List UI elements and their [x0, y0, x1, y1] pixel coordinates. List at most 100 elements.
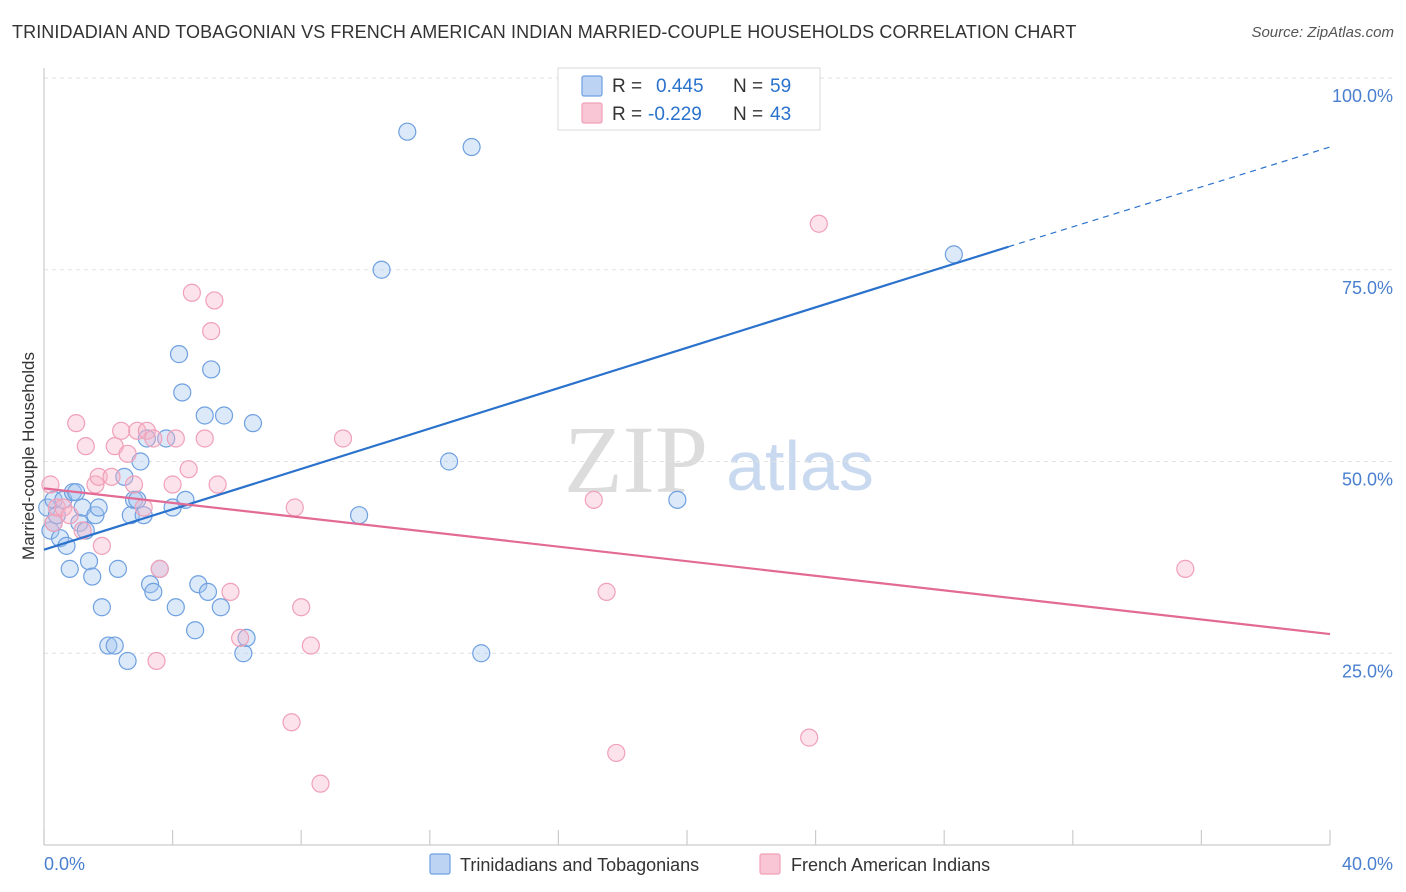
point-trinidadian: [137, 429, 156, 448]
point-trinidadian: [349, 506, 369, 525]
point-french-american-indian: [73, 521, 92, 540]
legend-r-label-1: R =: [612, 76, 642, 97]
point-trinidadian: [944, 245, 963, 264]
point-trinidadian: [202, 360, 221, 379]
point-french-american-indian: [231, 628, 250, 648]
point-french-american-indian: [44, 513, 63, 532]
y-tick-label: 100.0%: [1332, 86, 1393, 106]
point-french-american-indian: [292, 598, 311, 617]
point-french-american-indian: [311, 774, 330, 793]
point-trinidadian: [439, 452, 459, 471]
point-french-american-indian: [144, 429, 163, 448]
point-french-american-indian: [597, 582, 616, 601]
point-french-american-indian: [118, 444, 137, 463]
y-tick-label: 75.0%: [1342, 278, 1393, 298]
top-legend: R = 0.445 N = 59 R = -0.229 N = 43: [557, 67, 821, 131]
point-french-american-indian: [102, 467, 121, 486]
point-french-american-indian: [76, 437, 95, 456]
point-french-american-indian: [147, 651, 166, 671]
legend-n-label-1: N =: [733, 76, 763, 97]
point-trinidadian: [108, 559, 128, 578]
point-trinidadian: [186, 621, 205, 640]
point-french-american-indian: [166, 429, 185, 448]
legend-n-label-2: N =: [733, 104, 763, 125]
point-french-american-indian: [182, 283, 201, 302]
point-french-american-indian: [205, 291, 224, 310]
point-french-american-indian: [60, 506, 79, 525]
trend-line-trinidadian: [43, 245, 1009, 551]
point-trinidadian: [60, 559, 79, 578]
point-french-american-indian: [163, 475, 182, 494]
point-french-american-indian: [607, 743, 626, 763]
point-french-american-indian: [800, 728, 819, 747]
point-trinidadian: [169, 345, 189, 364]
point-french-american-indian: [124, 475, 144, 494]
point-french-american-indian: [202, 322, 221, 341]
point-trinidadian: [214, 406, 234, 425]
point-trinidadian: [237, 628, 256, 648]
point-french-american-indian: [89, 467, 108, 486]
point-trinidadian: [83, 567, 102, 586]
point-trinidadian: [195, 406, 214, 425]
point-trinidadian: [398, 122, 417, 141]
point-french-american-indian: [195, 429, 214, 448]
point-french-american-indian: [809, 214, 828, 233]
point-trinidadian: [234, 644, 253, 663]
bottom-legend: Trinidadians and Tobagonians French Amer…: [429, 853, 990, 875]
point-french-american-indian: [134, 498, 153, 517]
y-axis-label: Married-couple Households: [19, 352, 38, 560]
point-trinidadian: [105, 636, 124, 655]
point-french-american-indian: [1176, 559, 1195, 578]
point-trinidadian: [79, 552, 99, 571]
point-trinidadian: [166, 598, 185, 617]
point-french-american-indian: [179, 460, 198, 479]
x-tick-label-max: 40.0%: [1342, 854, 1393, 874]
point-french-american-indian: [92, 536, 111, 555]
point-trinidadian: [173, 383, 192, 402]
y-tick-label: 25.0%: [1342, 661, 1393, 681]
legend-r-value-2: -0.229: [648, 104, 702, 125]
point-trinidadian: [472, 644, 491, 663]
bottom-legend-swatch-blue: [429, 853, 451, 875]
point-french-american-indian: [584, 490, 603, 509]
trend-line-trinidadian-extension: [1008, 146, 1331, 248]
point-french-american-indian: [208, 475, 227, 494]
legend-n-value-2: 43: [770, 104, 791, 125]
point-french-american-indian: [282, 713, 301, 732]
point-trinidadian: [99, 636, 118, 655]
point-trinidadian: [668, 490, 687, 509]
legend-n-value-1: 59: [770, 76, 791, 97]
x-tick-label-min: 0.0%: [44, 854, 85, 874]
point-trinidadian: [462, 137, 481, 157]
point-trinidadian: [115, 467, 134, 486]
point-trinidadian: [92, 598, 111, 617]
bottom-legend-label-pink: French American Indians: [791, 855, 990, 875]
point-trinidadian: [118, 651, 137, 671]
chart-title: TRINIDADIAN AND TOBAGONIAN VS FRENCH AME…: [12, 22, 1077, 42]
point-french-american-indian: [285, 498, 304, 517]
point-french-american-indian: [112, 421, 131, 440]
legend-swatch-pink: [581, 102, 603, 124]
bottom-legend-label-blue: Trinidadians and Tobagonians: [460, 855, 699, 875]
legend-r-label-2: R =: [612, 104, 642, 125]
bottom-legend-swatch-pink: [759, 853, 781, 875]
point-trinidadian: [198, 582, 218, 601]
point-french-american-indian: [333, 429, 353, 448]
point-french-american-indian: [221, 582, 240, 601]
point-trinidadian: [157, 429, 176, 448]
point-trinidadian: [372, 260, 391, 279]
point-french-american-indian: [67, 414, 86, 433]
point-trinidadian: [189, 575, 208, 594]
y-tick-label: 50.0%: [1342, 470, 1393, 490]
legend-r-value-1: 0.445: [656, 76, 704, 97]
point-french-american-indian: [128, 421, 147, 440]
point-trinidadian: [243, 414, 263, 433]
source-label: Source: ZipAtlas.com: [1251, 24, 1394, 41]
legend-swatch-blue: [581, 75, 603, 97]
watermark-atlas: atlas: [726, 427, 874, 505]
point-trinidadian: [211, 598, 230, 617]
point-french-american-indian: [301, 636, 320, 655]
point-trinidadian: [144, 582, 163, 601]
trend-line-french-american-indian: [43, 487, 1331, 636]
